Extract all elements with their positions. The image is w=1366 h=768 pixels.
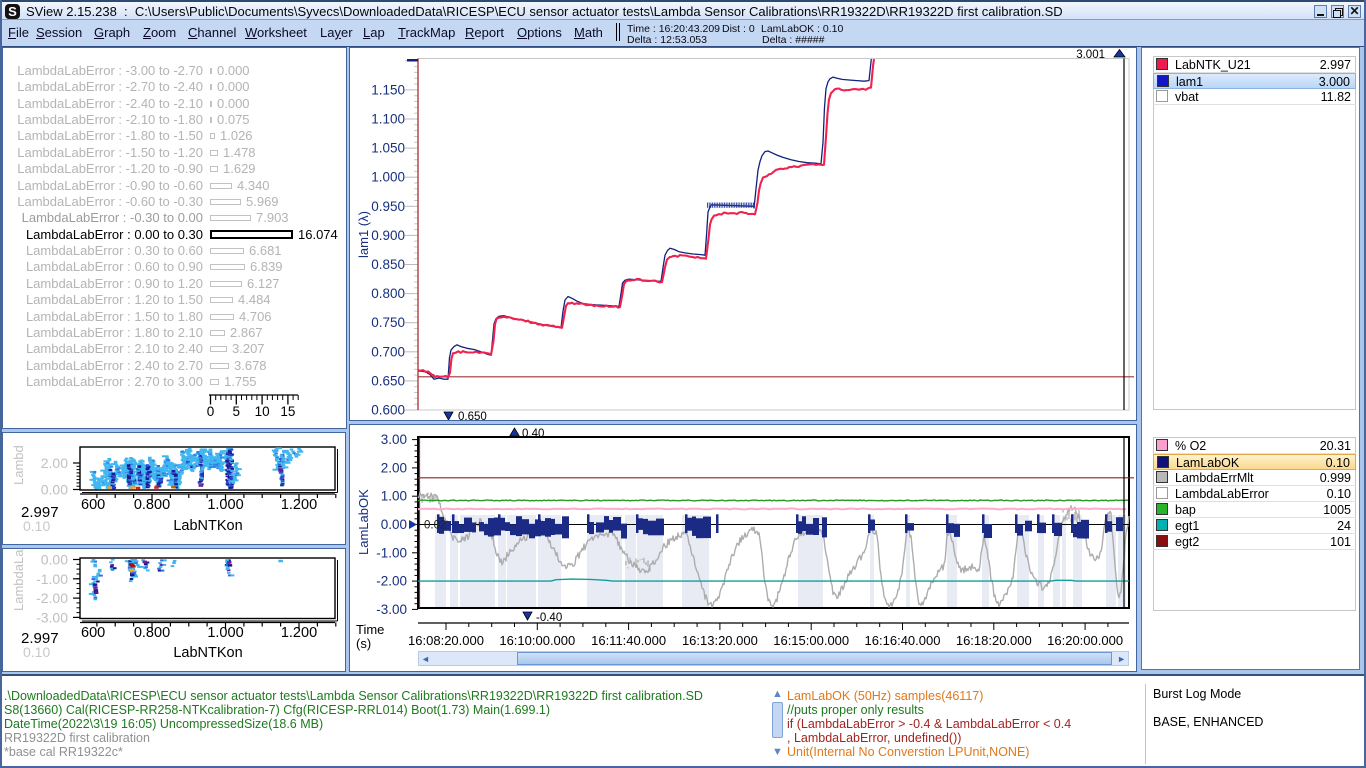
svg-text:0.800: 0.800 xyxy=(371,286,405,301)
svg-text:0.10: 0.10 xyxy=(23,644,50,660)
svg-text:2.997: 2.997 xyxy=(21,630,59,647)
svg-text:1.000: 1.000 xyxy=(207,497,243,513)
svg-text:1.050: 1.050 xyxy=(371,141,405,156)
svg-text:600: 600 xyxy=(81,497,105,513)
svg-text:0: 0 xyxy=(207,404,215,419)
svg-text:-0.40: -0.40 xyxy=(536,612,562,624)
svg-text:16:16:40.000: 16:16:40.000 xyxy=(865,633,941,648)
svg-text:1.100: 1.100 xyxy=(371,112,405,127)
svg-text:1.200: 1.200 xyxy=(281,497,317,513)
svg-text:0.00: 0.00 xyxy=(41,552,68,568)
svg-text:1.000: 1.000 xyxy=(371,170,405,185)
svg-text:3.00: 3.00 xyxy=(381,432,407,447)
svg-text:0.700: 0.700 xyxy=(371,344,405,359)
svg-text:0.650: 0.650 xyxy=(458,411,487,420)
svg-text:0.650: 0.650 xyxy=(371,373,405,388)
svg-text:LabNTKon: LabNTKon xyxy=(173,645,242,661)
svg-text:16:08:20.000: 16:08:20.000 xyxy=(408,633,484,648)
svg-text:-1.00: -1.00 xyxy=(376,545,407,560)
svg-text:0.950: 0.950 xyxy=(371,199,405,214)
svg-text:0.600: 0.600 xyxy=(371,403,405,418)
svg-text:10: 10 xyxy=(255,404,270,419)
svg-text:0.800: 0.800 xyxy=(134,625,170,641)
svg-text:16:10:00.000: 16:10:00.000 xyxy=(499,633,575,648)
svg-text:-3.00: -3.00 xyxy=(36,609,68,625)
svg-text:0.750: 0.750 xyxy=(371,315,405,330)
svg-text:16:11:40.000: 16:11:40.000 xyxy=(591,633,666,648)
svg-text:-2.00: -2.00 xyxy=(376,574,407,589)
svg-text:0.00: 0.00 xyxy=(381,517,407,532)
svg-text:2.00: 2.00 xyxy=(381,460,407,475)
svg-text:16:20:00.000: 16:20:00.000 xyxy=(1047,633,1123,648)
svg-text:0.800: 0.800 xyxy=(134,497,170,513)
svg-text:2.00: 2.00 xyxy=(41,455,68,471)
svg-text:1.000: 1.000 xyxy=(207,625,243,641)
svg-text:1.00: 1.00 xyxy=(381,489,407,504)
svg-text:0.900: 0.900 xyxy=(371,228,405,243)
svg-text:0.02: 0.02 xyxy=(424,520,446,532)
svg-text:1.200: 1.200 xyxy=(281,625,317,641)
svg-text:Time: Time xyxy=(356,622,384,637)
svg-text:LabNTKon: LabNTKon xyxy=(173,518,242,534)
svg-text:3.001: 3.001 xyxy=(1076,49,1105,61)
svg-text:-3.00: -3.00 xyxy=(376,602,407,617)
svg-text:15: 15 xyxy=(280,404,295,419)
svg-text:600: 600 xyxy=(81,625,105,641)
svg-text:16:18:20.000: 16:18:20.000 xyxy=(956,633,1032,648)
svg-text:0.850: 0.850 xyxy=(371,257,405,272)
svg-text:(s): (s) xyxy=(356,636,371,651)
svg-text:5: 5 xyxy=(233,404,241,419)
svg-text:-2.00: -2.00 xyxy=(36,590,68,606)
svg-text:16:15:00.000: 16:15:00.000 xyxy=(773,633,849,648)
svg-text:-1.00: -1.00 xyxy=(36,571,68,587)
svg-text:0.00: 0.00 xyxy=(41,482,68,498)
svg-text:2.997: 2.997 xyxy=(21,504,59,521)
svg-text:16:13:20.000: 16:13:20.000 xyxy=(682,633,758,648)
svg-text:0.40: 0.40 xyxy=(522,428,544,440)
svg-text:1.150: 1.150 xyxy=(371,82,405,97)
svg-text:0.10: 0.10 xyxy=(23,518,50,534)
